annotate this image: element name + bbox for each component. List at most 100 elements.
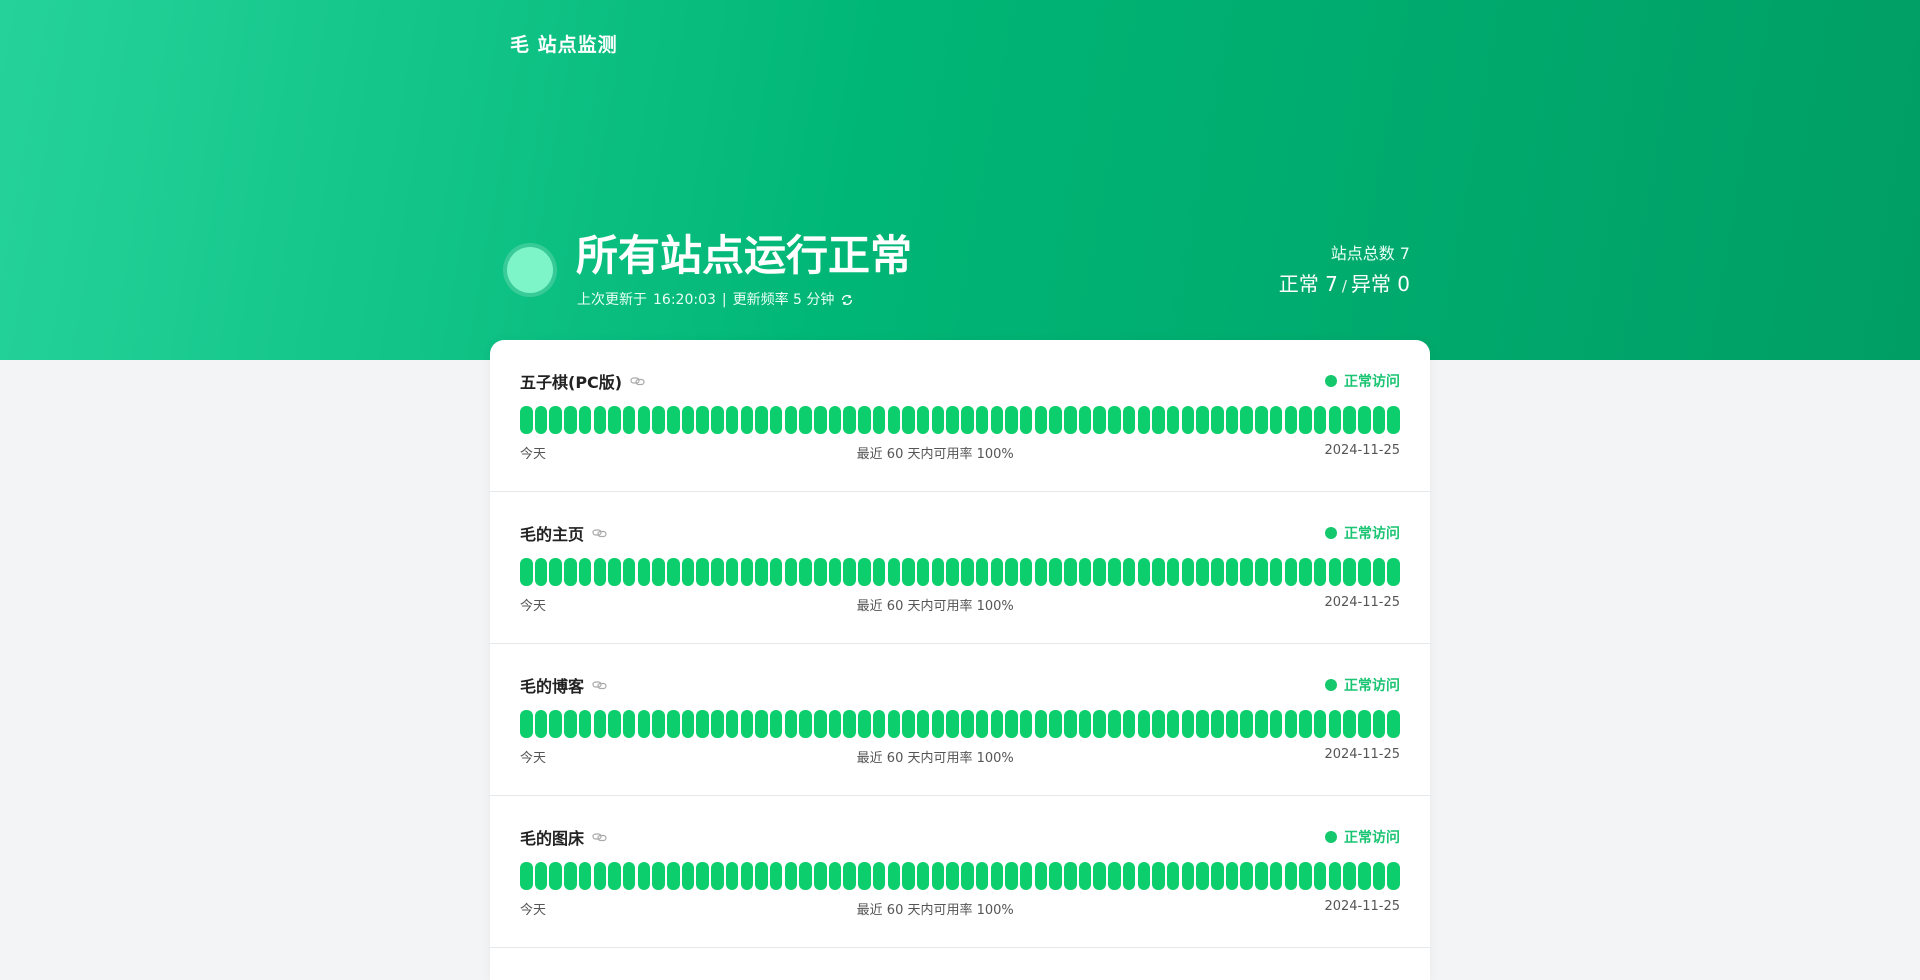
uptime-day-bar[interactable] bbox=[902, 862, 915, 890]
uptime-day-bar[interactable] bbox=[887, 710, 901, 738]
uptime-day-bar[interactable] bbox=[916, 862, 930, 890]
uptime-day-bar[interactable] bbox=[520, 558, 533, 586]
uptime-day-bar[interactable] bbox=[740, 558, 754, 586]
uptime-day-bar[interactable] bbox=[1255, 710, 1268, 738]
uptime-day-bar[interactable] bbox=[1328, 558, 1342, 586]
uptime-day-bar[interactable] bbox=[946, 558, 959, 586]
uptime-day-bar[interactable] bbox=[755, 862, 768, 890]
uptime-day-bar[interactable] bbox=[652, 862, 665, 890]
uptime-day-bar[interactable] bbox=[975, 558, 989, 586]
uptime-day-bar[interactable] bbox=[1225, 862, 1239, 890]
uptime-day-bar[interactable] bbox=[858, 558, 871, 586]
uptime-day-bar[interactable] bbox=[1019, 710, 1033, 738]
uptime-day-bar[interactable] bbox=[931, 406, 945, 434]
uptime-day-bar[interactable] bbox=[740, 406, 754, 434]
uptime-day-bar[interactable] bbox=[1343, 710, 1356, 738]
uptime-day-bar[interactable] bbox=[593, 710, 607, 738]
uptime-day-bar[interactable] bbox=[549, 558, 562, 586]
uptime-day-bar[interactable] bbox=[872, 710, 886, 738]
uptime-day-bar[interactable] bbox=[784, 406, 798, 434]
uptime-day-bar[interactable] bbox=[593, 406, 607, 434]
uptime-day-bar[interactable] bbox=[1343, 406, 1356, 434]
uptime-day-bar[interactable] bbox=[725, 862, 739, 890]
uptime-day-bar[interactable] bbox=[637, 710, 651, 738]
uptime-day-bar[interactable] bbox=[1299, 558, 1312, 586]
uptime-day-bar[interactable] bbox=[1313, 710, 1327, 738]
uptime-day-bar[interactable] bbox=[1255, 558, 1268, 586]
uptime-day-bar[interactable] bbox=[1358, 862, 1371, 890]
uptime-day-bar[interactable] bbox=[961, 406, 974, 434]
site-name[interactable]: 五子棋(PC版) bbox=[520, 373, 623, 392]
uptime-day-bar[interactable] bbox=[1078, 558, 1092, 586]
uptime-day-bar[interactable] bbox=[1019, 862, 1033, 890]
uptime-day-bar[interactable] bbox=[1108, 406, 1121, 434]
uptime-day-bar[interactable] bbox=[814, 710, 827, 738]
uptime-day-bar[interactable] bbox=[637, 406, 651, 434]
uptime-day-bar[interactable] bbox=[1078, 862, 1092, 890]
uptime-day-bar[interactable] bbox=[1064, 406, 1077, 434]
uptime-day-bar[interactable] bbox=[1211, 710, 1224, 738]
uptime-day-bar[interactable] bbox=[725, 558, 739, 586]
uptime-day-bar[interactable] bbox=[1034, 710, 1048, 738]
uptime-day-bar[interactable] bbox=[1358, 558, 1371, 586]
uptime-day-bar[interactable] bbox=[872, 862, 886, 890]
uptime-day-bar[interactable] bbox=[975, 406, 989, 434]
uptime-day-bar[interactable] bbox=[1358, 710, 1371, 738]
uptime-day-bar[interactable] bbox=[784, 710, 798, 738]
uptime-day-bar[interactable] bbox=[1372, 862, 1386, 890]
uptime-day-bar[interactable] bbox=[711, 406, 724, 434]
uptime-day-bar[interactable] bbox=[637, 862, 651, 890]
uptime-day-bar[interactable] bbox=[578, 406, 592, 434]
uptime-day-bar[interactable] bbox=[608, 710, 621, 738]
uptime-day-bar[interactable] bbox=[1005, 406, 1018, 434]
uptime-day-bar[interactable] bbox=[1152, 862, 1165, 890]
uptime-day-bar[interactable] bbox=[696, 406, 709, 434]
link-icon[interactable] bbox=[630, 375, 646, 387]
uptime-day-bar[interactable] bbox=[652, 406, 665, 434]
uptime-day-bar[interactable] bbox=[990, 710, 1003, 738]
uptime-day-bar[interactable] bbox=[652, 558, 665, 586]
uptime-day-bar[interactable] bbox=[1152, 710, 1165, 738]
uptime-day-bar[interactable] bbox=[1166, 710, 1180, 738]
uptime-day-bar[interactable] bbox=[711, 862, 724, 890]
uptime-day-bar[interactable] bbox=[1387, 862, 1400, 890]
uptime-day-bar[interactable] bbox=[1313, 558, 1327, 586]
uptime-day-bar[interactable] bbox=[667, 710, 680, 738]
uptime-day-bar[interactable] bbox=[990, 406, 1003, 434]
uptime-day-bar[interactable] bbox=[1240, 862, 1253, 890]
uptime-day-bar[interactable] bbox=[696, 558, 709, 586]
uptime-day-bar[interactable] bbox=[1328, 710, 1342, 738]
uptime-day-bar[interactable] bbox=[593, 862, 607, 890]
uptime-day-bar[interactable] bbox=[1299, 406, 1312, 434]
uptime-day-bar[interactable] bbox=[1166, 558, 1180, 586]
uptime-day-bar[interactable] bbox=[696, 862, 709, 890]
uptime-day-bar[interactable] bbox=[1196, 710, 1209, 738]
uptime-day-bar[interactable] bbox=[681, 558, 695, 586]
uptime-day-bar[interactable] bbox=[769, 406, 783, 434]
uptime-day-bar[interactable] bbox=[1166, 862, 1180, 890]
uptime-day-bar[interactable] bbox=[622, 406, 636, 434]
uptime-day-bar[interactable] bbox=[711, 710, 724, 738]
uptime-day-bar[interactable] bbox=[887, 862, 901, 890]
uptime-day-bar[interactable] bbox=[1137, 406, 1151, 434]
uptime-day-bar[interactable] bbox=[755, 710, 768, 738]
uptime-day-bar[interactable] bbox=[755, 406, 768, 434]
uptime-day-bar[interactable] bbox=[1269, 862, 1283, 890]
uptime-day-bar[interactable] bbox=[667, 558, 680, 586]
uptime-day-bar[interactable] bbox=[990, 862, 1003, 890]
uptime-day-bar[interactable] bbox=[769, 710, 783, 738]
uptime-day-bar[interactable] bbox=[1211, 406, 1224, 434]
uptime-day-bar[interactable] bbox=[549, 406, 562, 434]
refresh-icon[interactable] bbox=[840, 293, 854, 307]
uptime-day-bar[interactable] bbox=[564, 406, 577, 434]
uptime-day-bar[interactable] bbox=[1372, 406, 1386, 434]
uptime-day-bar[interactable] bbox=[578, 558, 592, 586]
uptime-day-bar[interactable] bbox=[1328, 862, 1342, 890]
uptime-day-bar[interactable] bbox=[887, 406, 901, 434]
uptime-day-bar[interactable] bbox=[843, 862, 856, 890]
uptime-day-bar[interactable] bbox=[975, 710, 989, 738]
uptime-day-bar[interactable] bbox=[1225, 558, 1239, 586]
uptime-day-bar[interactable] bbox=[1122, 558, 1136, 586]
uptime-day-bar[interactable] bbox=[696, 710, 709, 738]
uptime-day-bar[interactable] bbox=[1122, 710, 1136, 738]
